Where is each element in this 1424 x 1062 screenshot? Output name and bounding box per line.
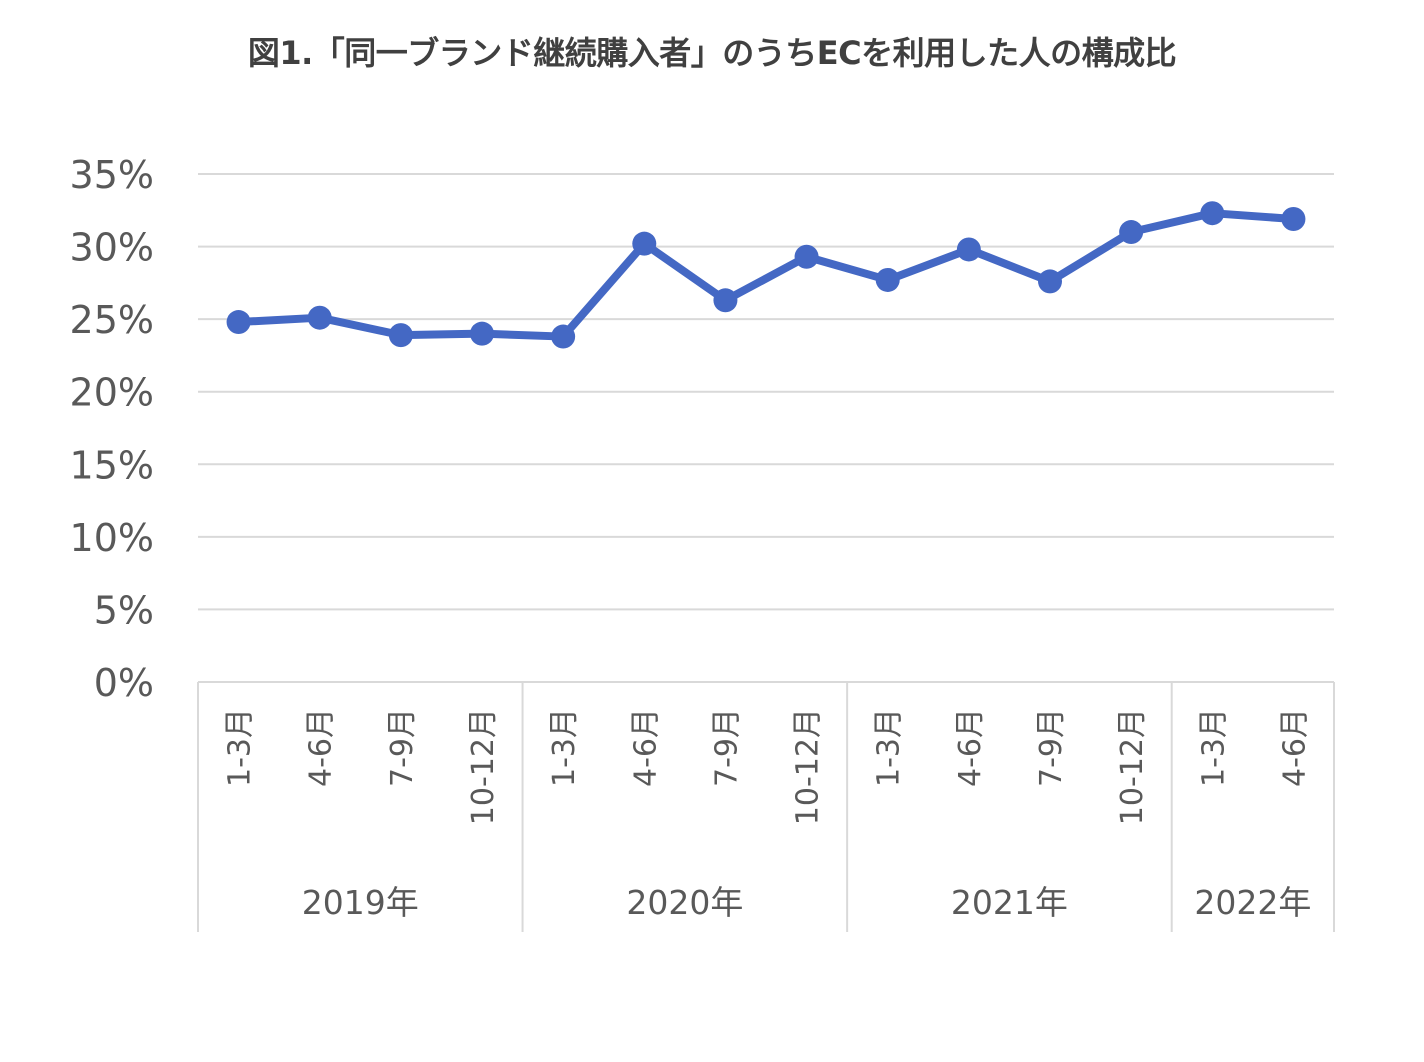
y-tick-label: 30%: [70, 226, 154, 270]
y-tick-label: 20%: [70, 371, 154, 415]
x-tick-label: 1-3月: [1196, 708, 1231, 787]
data-point: [1038, 269, 1062, 293]
data-point: [1119, 220, 1143, 244]
data-point: [876, 268, 900, 292]
x-tick-label: 4-6月: [953, 708, 988, 787]
x-tick-label: 1-3月: [223, 708, 258, 787]
x-tick-label: 4-6月: [304, 708, 339, 787]
x-tick-label: 4-6月: [1277, 708, 1312, 787]
x-tick-label: 1-3月: [547, 708, 582, 787]
y-tick-label: 25%: [70, 298, 154, 342]
y-tick-label: 0%: [94, 661, 154, 705]
data-point: [713, 288, 737, 312]
data-point: [227, 310, 251, 334]
x-tick-label: 4-6月: [628, 708, 663, 787]
year-group-label: 2021年: [951, 883, 1068, 922]
y-axis-ticks: 0% 5% 10% 15% 20% 25% 30% 35%: [70, 153, 154, 705]
x-tick-label: 10-12月: [1115, 708, 1150, 825]
x-tick-label: 1-3月: [872, 708, 907, 787]
data-point: [551, 325, 575, 349]
data-point: [1281, 207, 1305, 231]
data-point: [389, 323, 413, 347]
y-tick-label: 15%: [70, 443, 154, 487]
x-tick-label: 7-9月: [385, 708, 420, 787]
data-point: [1200, 201, 1224, 225]
data-point: [957, 237, 981, 261]
data-point: [795, 245, 819, 269]
y-tick-label: 10%: [70, 516, 154, 560]
data-point: [308, 306, 332, 330]
y-tick-label: 5%: [94, 588, 154, 632]
x-tick-label: 7-9月: [1034, 708, 1069, 787]
gridlines: [198, 174, 1334, 609]
data-point: [632, 232, 656, 256]
y-tick-label: 35%: [70, 153, 154, 197]
year-group-label: 2020年: [626, 883, 743, 922]
year-group-label: 2022年: [1194, 883, 1311, 922]
x-tick-label: 7-9月: [709, 708, 744, 787]
x-tick-label: 10-12月: [791, 708, 826, 825]
x-axis: 2019年 2020年 2021年 2022年 1-3月 4-6月 7-9月 10-12月 1-…: [198, 682, 1334, 932]
year-group-label: 2019年: [302, 883, 419, 922]
data-point: [470, 322, 494, 346]
x-tick-label: 10-12月: [466, 708, 501, 825]
